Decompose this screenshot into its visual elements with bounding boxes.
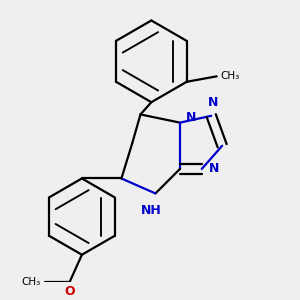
Text: O: O bbox=[64, 285, 75, 298]
Text: N: N bbox=[208, 96, 218, 109]
Text: N: N bbox=[185, 111, 196, 124]
Text: NH: NH bbox=[141, 204, 162, 217]
Text: CH₃: CH₃ bbox=[221, 71, 240, 81]
Text: CH₃: CH₃ bbox=[22, 277, 41, 287]
Text: N: N bbox=[208, 162, 219, 176]
